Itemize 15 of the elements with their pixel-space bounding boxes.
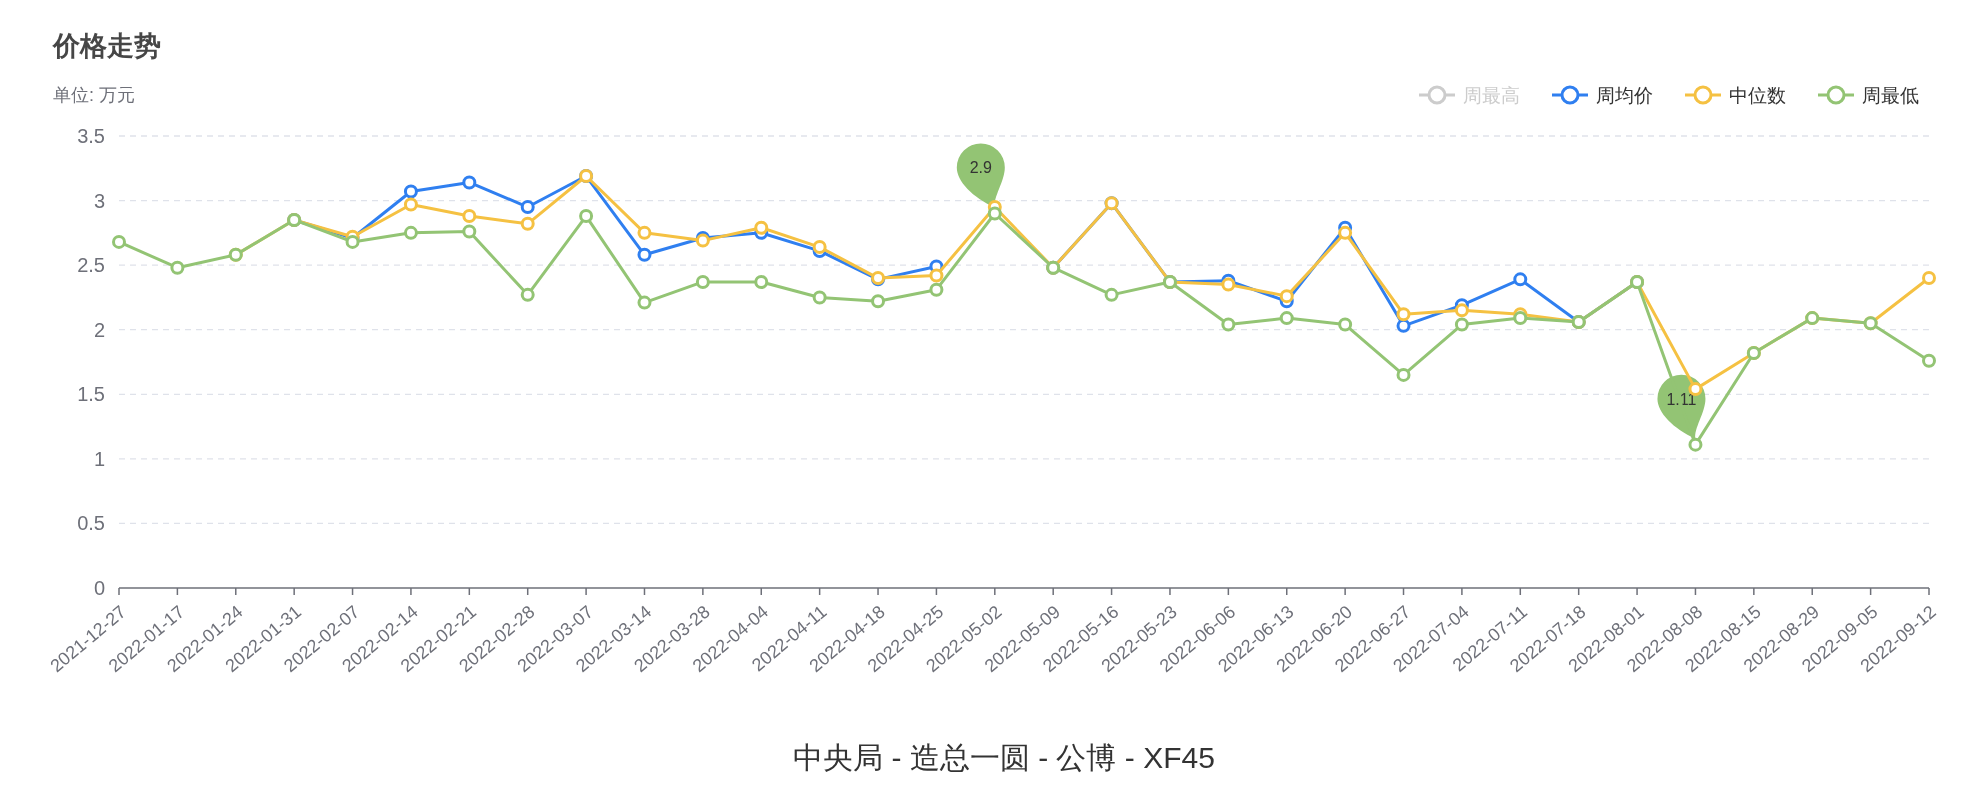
y-tick-label: 1 xyxy=(93,447,105,470)
y-tick-label: 3 xyxy=(93,189,105,212)
legend-label: 周均价 xyxy=(1596,85,1653,106)
y-tick-label: 0 xyxy=(93,577,105,599)
y-tick-label: 1.5 xyxy=(77,383,105,406)
chart-title: 价格走势 xyxy=(52,31,161,61)
legend-label: 周最低 xyxy=(1862,85,1919,106)
text: 中央局 - 造总一圆 - 公博 - XF45 xyxy=(793,741,1215,774)
y-tick-label: 2 xyxy=(93,318,105,341)
chart-subtitle: 单位: 万元 xyxy=(53,85,136,105)
y-tick-label: 3.5 xyxy=(77,125,105,147)
legend-label: 中位数 xyxy=(1729,85,1786,106)
annotation: 2.9 xyxy=(969,159,993,177)
y-tick-label: 2.5 xyxy=(77,254,105,277)
y-tick-label: 0.5 xyxy=(77,512,105,535)
